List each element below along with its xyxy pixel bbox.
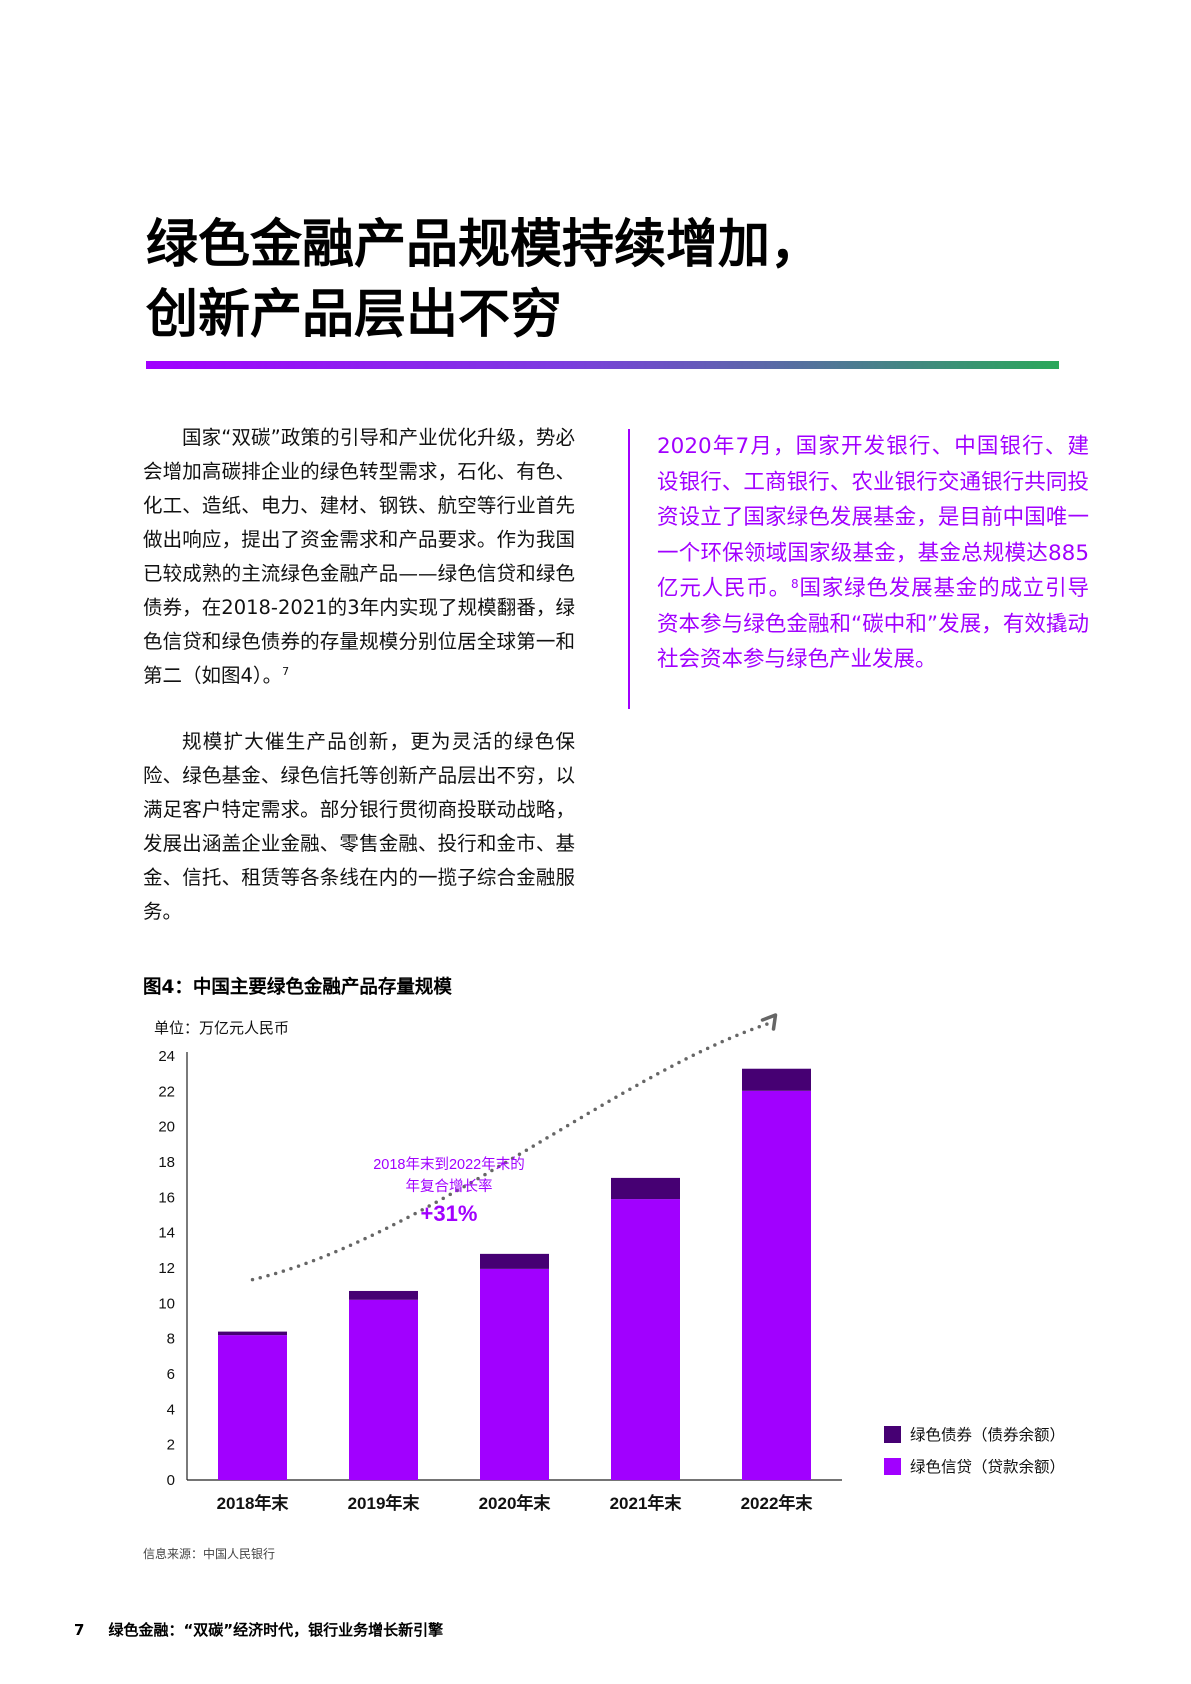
y-tick-label: 18 bbox=[158, 1154, 175, 1171]
title-divider bbox=[146, 361, 1059, 369]
growth-trend-arrowhead bbox=[760, 1013, 778, 1031]
legend-label: 绿色债券（债券余额） bbox=[910, 1425, 1065, 1444]
footer-title: 绿色金融：“双碳”经济时代，银行业务增长新引擎 bbox=[108, 1621, 444, 1639]
bar-segment-green-bond bbox=[349, 1290, 418, 1300]
body-paragraph-2-text: 规模扩大催生产品创新，更为灵活的绿色保险、绿色基金、绿色信托等创新产品层出不穷，… bbox=[143, 730, 575, 923]
y-tick-label: 22 bbox=[158, 1083, 175, 1100]
x-tick-label: 2018年末 bbox=[217, 1493, 290, 1513]
y-tick-label: 14 bbox=[158, 1225, 175, 1242]
pull-quote-text-1: 2020年7月，国家开发银行、中国银行、建设银行、工商银行、农业银行交通银行共同… bbox=[657, 434, 1089, 601]
bar-segment-green-loan bbox=[218, 1335, 287, 1480]
source-note: 信息来源：中国人民银行 bbox=[143, 1547, 276, 1561]
bar-segment-green-bond bbox=[218, 1331, 287, 1336]
page-title: 绿色金融产品规模持续增加， 创新产品层出不穷 bbox=[146, 210, 822, 350]
growth-trend-line bbox=[250, 1020, 776, 1282]
body-paragraph-2: 规模扩大催生产品创新，更为灵活的绿色保险、绿色基金、绿色信托等创新产品层出不穷，… bbox=[143, 725, 575, 929]
body-paragraph-1: 国家“双碳”政策的引导和产业优化升级，势必会增加高碳排企业的绿色转型需求，石化、… bbox=[143, 421, 575, 693]
bar-segment-green-loan bbox=[742, 1090, 811, 1480]
bar-segment-green-bond bbox=[480, 1253, 549, 1269]
y-tick-label: 8 bbox=[167, 1331, 175, 1348]
bar-segment-green-loan bbox=[480, 1268, 549, 1480]
y-tick-label: 4 bbox=[167, 1401, 175, 1418]
bar-segment-green-bond bbox=[742, 1068, 811, 1091]
x-tick-label: 2022年末 bbox=[741, 1493, 814, 1513]
x-tick-label: 2019年末 bbox=[348, 1493, 421, 1513]
pull-quote-footnote: 8 bbox=[791, 577, 799, 591]
page-footer: 7 绿色金融：“双碳”经济时代，银行业务增长新引擎 bbox=[74, 1619, 443, 1640]
legend-label: 绿色信贷（贷款余额） bbox=[910, 1457, 1065, 1476]
legend-swatch bbox=[884, 1458, 901, 1475]
y-tick-label: 10 bbox=[158, 1295, 175, 1312]
y-tick-label: 20 bbox=[158, 1119, 175, 1136]
cagr-annotation-line-1: 2018年末到2022年末的 bbox=[373, 1156, 525, 1173]
y-tick-label: 12 bbox=[158, 1260, 175, 1277]
x-tick-label: 2021年末 bbox=[610, 1493, 683, 1513]
legend-swatch bbox=[884, 1426, 901, 1443]
footnote-ref: 7 bbox=[282, 665, 290, 678]
page-title-line-2: 创新产品层出不穷 bbox=[146, 285, 563, 345]
page-number: 7 bbox=[74, 1621, 85, 1639]
cagr-annotation-line-2: 年复合增长率 bbox=[406, 1177, 493, 1195]
body-paragraph-1-text: 国家“双碳”政策的引导和产业优化升级，势必会增加高碳排企业的绿色转型需求，石化、… bbox=[143, 426, 575, 687]
cagr-value: +31% bbox=[421, 1201, 478, 1226]
bar-segment-green-loan bbox=[611, 1199, 680, 1480]
y-tick-label: 6 bbox=[167, 1366, 175, 1383]
y-tick-label: 24 bbox=[158, 1048, 175, 1065]
chart-title: 图4：中国主要绿色金融产品存量规模 bbox=[143, 977, 452, 998]
page-title-line-1: 绿色金融产品规模持续增加， bbox=[146, 215, 823, 275]
chart-unit-label: 单位：万亿元人民币 bbox=[154, 1019, 290, 1037]
bar-segment-green-bond bbox=[611, 1177, 680, 1200]
bar-segment-green-loan bbox=[349, 1299, 418, 1480]
pull-quote-text-2: 国家绿色发展基金的成立引导资本参与绿色金融和“碳中和”发展，有效撬动社会资本参与… bbox=[657, 576, 1089, 672]
x-tick-label: 2020年末 bbox=[479, 1493, 552, 1513]
y-tick-label: 0 bbox=[167, 1472, 175, 1489]
y-tick-label: 16 bbox=[158, 1189, 175, 1206]
y-tick-label: 2 bbox=[167, 1437, 175, 1454]
pull-quote: 2020年7月，国家开发银行、中国银行、建设银行、工商银行、农业银行交通银行共同… bbox=[628, 429, 1089, 709]
body-text: 国家“双碳”政策的引导和产业优化升级，势必会增加高碳排企业的绿色转型需求，石化、… bbox=[143, 421, 575, 961]
